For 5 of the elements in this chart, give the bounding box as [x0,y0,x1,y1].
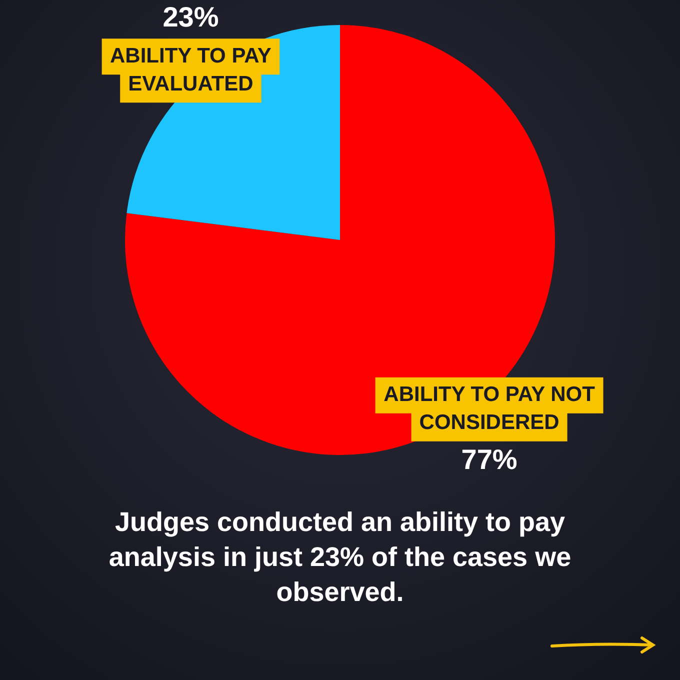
slice-label: ABILITY TO PAY NOT CONSIDERED [384,383,596,434]
text: Judges conducted an ability to pay analysis in just 23% of the cases we observed. [108,506,572,609]
slice-label: ABILITY TO PAY EVALUATED [110,44,272,96]
data-label: 77% [461,444,518,476]
data-label: 23% [162,1,219,32]
